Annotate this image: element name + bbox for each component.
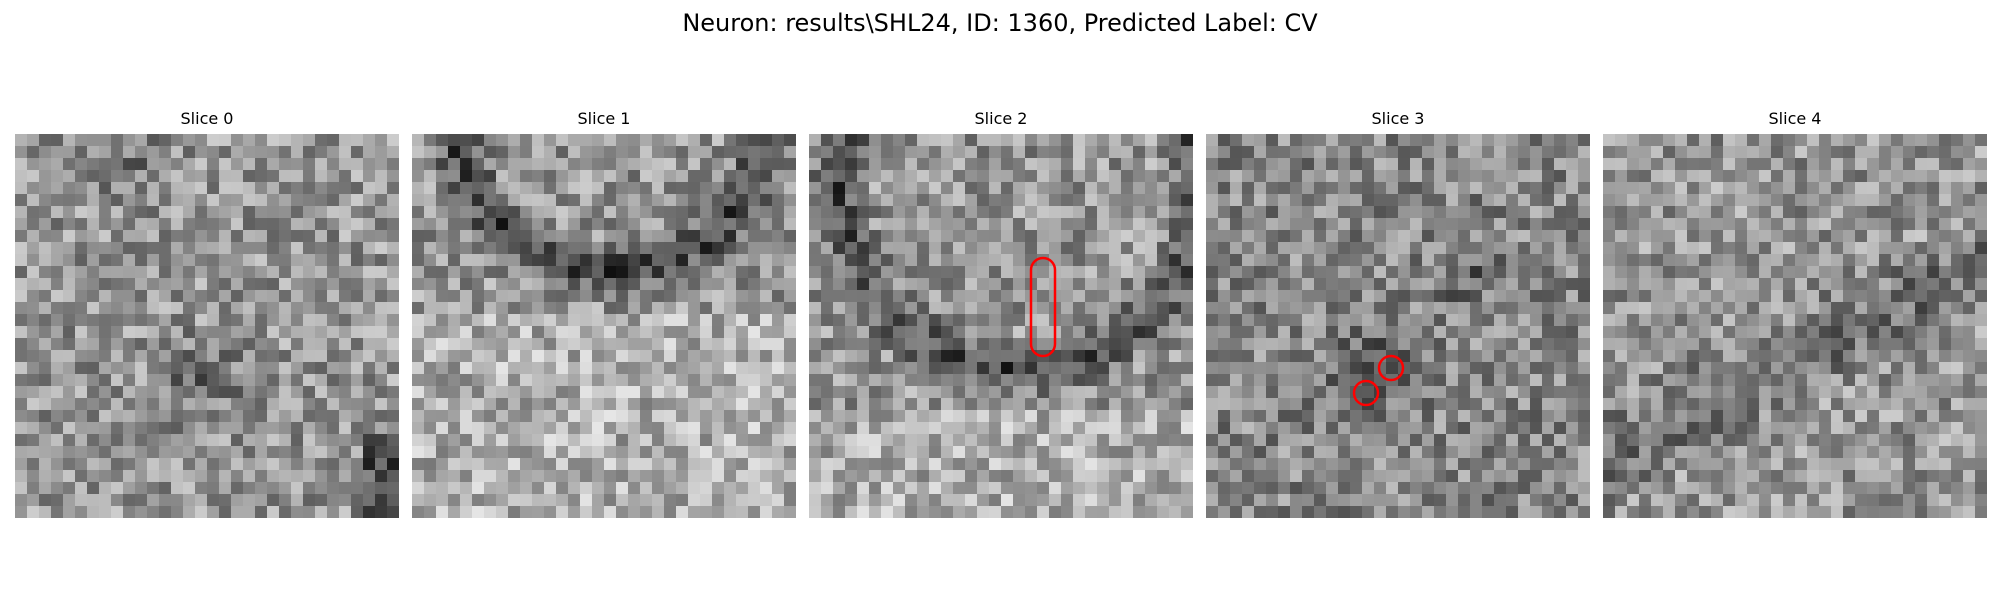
slice-panel-1: Slice 1 [412, 108, 796, 518]
slice-title: Slice 1 [577, 109, 631, 128]
slice-image [15, 134, 399, 518]
slice-title: Slice 3 [1371, 109, 1425, 128]
slice-title: Slice 2 [974, 109, 1028, 128]
grayscale-slice-image [1603, 134, 1987, 518]
slice-image [809, 134, 1193, 518]
annotation-overlay [1029, 256, 1057, 358]
figure-title: Neuron: results\SHL24, ID: 1360, Predict… [682, 9, 1318, 37]
slice-panel-2: Slice 2 [809, 108, 1193, 518]
slice-title: Slice 0 [180, 109, 234, 128]
annotation-circle [1377, 354, 1405, 382]
annotation-circle [1352, 379, 1380, 407]
slice-title: Slice 4 [1768, 109, 1822, 128]
slice-panel-0: Slice 0 [15, 108, 399, 518]
slice-image [1206, 134, 1590, 518]
grayscale-slice-image [412, 134, 796, 518]
grayscale-slice-image [809, 134, 1193, 518]
grayscale-slice-image [15, 134, 399, 518]
slice-panel-3: Slice 3 [1206, 108, 1590, 518]
slice-image [412, 134, 796, 518]
annotation-capsule [1029, 256, 1057, 358]
annotation-overlay [1352, 354, 1405, 407]
slice-image [1603, 134, 1987, 518]
grayscale-slice-image [1206, 134, 1590, 518]
slice-panel-4: Slice 4 [1603, 108, 1987, 518]
